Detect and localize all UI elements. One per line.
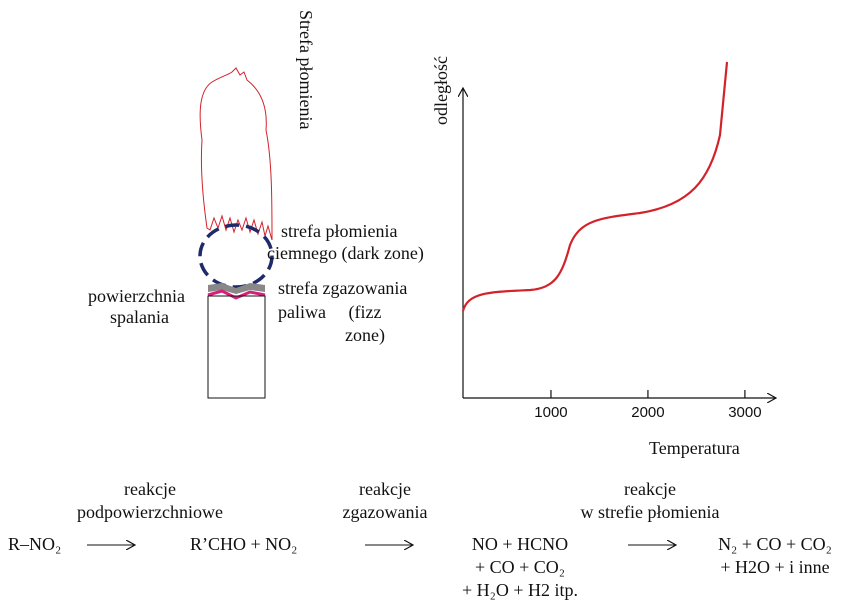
species: NO + HCNO bbox=[472, 534, 568, 554]
species: R’CHO + NO₂ bbox=[190, 534, 297, 554]
species: + H2O + i inne bbox=[720, 557, 829, 577]
stage-label: podpowierzchniowe bbox=[77, 502, 223, 522]
label: powierzchnia bbox=[88, 286, 185, 306]
propellant bbox=[207, 295, 266, 399]
label: ciemnego (dark zone) bbox=[267, 243, 424, 264]
stage-label: zgazowania bbox=[343, 502, 428, 522]
label: paliwa (fizz bbox=[278, 302, 381, 323]
x-tick-label: 3000 bbox=[728, 404, 761, 421]
species: R–NO₂ bbox=[8, 534, 61, 554]
species: + CO + CO₂ bbox=[475, 557, 565, 577]
x-tick-label: 2000 bbox=[631, 404, 664, 421]
label: spalania bbox=[110, 307, 169, 327]
label: zone) bbox=[345, 325, 385, 346]
species: + H₂O + H2 itp. bbox=[462, 580, 578, 600]
species: N₂ + CO + CO₂ bbox=[718, 534, 832, 554]
y-axis-label: odległość bbox=[431, 56, 451, 125]
label: strefa płomienia bbox=[281, 221, 397, 241]
dark-zone bbox=[198, 223, 274, 289]
fizz-band bbox=[208, 283, 265, 294]
x-axis-label: Temperatura bbox=[649, 438, 740, 458]
profile-curve bbox=[461, 61, 729, 312]
zone-label: Strefa płomienia bbox=[296, 10, 316, 129]
burning-surface bbox=[207, 289, 266, 300]
label: strefa zgazowania bbox=[278, 278, 407, 298]
stage-label: reakcje bbox=[359, 479, 411, 499]
x-tick-label: 1000 bbox=[534, 404, 567, 421]
stage-label: w strefie płomienia bbox=[581, 502, 720, 522]
flame-outline bbox=[199, 67, 273, 241]
stage-label: reakcje bbox=[124, 479, 176, 499]
stage-label: reakcje bbox=[624, 479, 676, 499]
